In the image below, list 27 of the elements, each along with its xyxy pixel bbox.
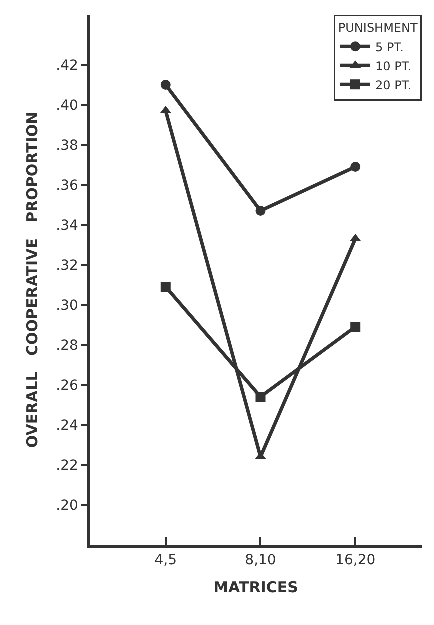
y-tick-label: .20 xyxy=(56,498,78,514)
legend-label: 5 PT. xyxy=(376,40,404,54)
legend-label: 10 PT. xyxy=(376,59,412,74)
y-axis-title: OVERALL COOPERATIVE PROPORTION xyxy=(23,112,42,448)
x-axis-title: MATRICES xyxy=(214,578,298,597)
y-tick-label: .26 xyxy=(56,378,79,394)
y-tick-label: .38 xyxy=(56,138,78,154)
y-tick-label: .30 xyxy=(56,298,78,314)
point xyxy=(160,282,171,292)
point xyxy=(256,206,266,216)
y-tick-label: .34 xyxy=(56,218,79,234)
point xyxy=(350,322,361,332)
point xyxy=(256,392,266,402)
x-tick-label: 4,5 xyxy=(154,552,178,569)
y-tick-label: .40 xyxy=(56,98,78,114)
y-tick-label: .36 xyxy=(56,178,79,194)
y-tick-label: .32 xyxy=(56,258,78,274)
x-tick-label: 8,10 xyxy=(245,552,276,569)
point xyxy=(160,80,171,90)
y-tick-label: .22 xyxy=(56,458,78,474)
y-tick-label: .28 xyxy=(56,338,78,354)
x-tick-label: 16,20 xyxy=(336,552,376,569)
legend-label: 20 PT. xyxy=(376,78,412,92)
y-tick-label: .42 xyxy=(56,58,78,74)
point xyxy=(350,162,361,172)
legend-title: PUNISHMENT xyxy=(338,21,418,36)
y-tick-label: .24 xyxy=(56,418,79,434)
